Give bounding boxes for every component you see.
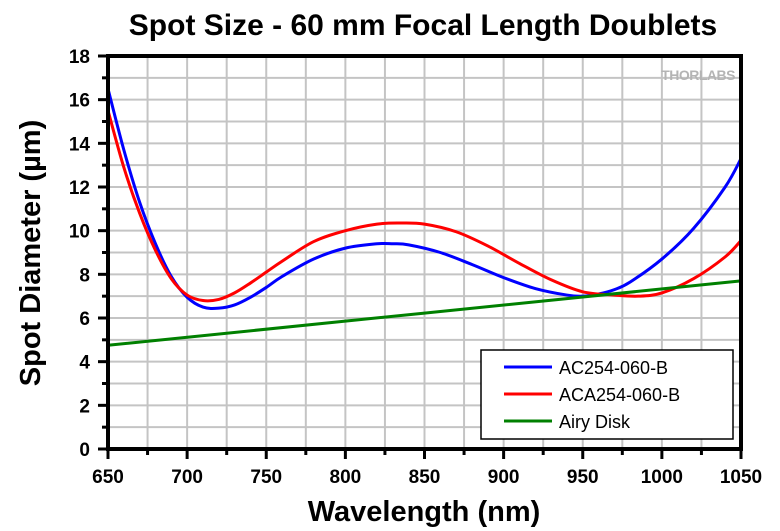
y-tick-labels: 0 2 4 6 8 10 12 14 16 18 (69, 47, 91, 461)
series-line-aca254-060-b (106, 110, 743, 303)
x-tick-label: 850 (409, 467, 441, 488)
y-tick-label: 4 (79, 353, 90, 374)
y-axis-label: Spot Diameter (µm) (15, 120, 47, 386)
x-tick-label: 650 (92, 467, 124, 488)
y-tick-label: 0 (79, 440, 90, 461)
x-tick-label: 750 (250, 467, 282, 488)
x-tick-label: 950 (567, 467, 599, 488)
y-tick-label: 8 (79, 265, 90, 286)
y-tick-label: 16 (69, 91, 90, 112)
series-lines (106, 88, 743, 347)
thorlabs-watermark: THORLABS (661, 67, 735, 83)
y-tick-label: 10 (69, 222, 90, 243)
y-tick-label: 2 (79, 396, 90, 417)
x-tick-labels: 650 700 750 800 850 900 950 1000 1050 (92, 467, 762, 488)
y-tick-label: 18 (69, 47, 90, 68)
x-tick-label: 700 (171, 467, 203, 488)
legend-label-aca254-060-b: ACA254-060-B (559, 385, 680, 405)
chart-title: Spot Size - 60 mm Focal Length Doublets (129, 9, 717, 42)
y-tick-label: 14 (69, 134, 91, 155)
legend-label-ac254-060-b: AC254-060-B (559, 358, 668, 378)
x-tick-label: 1050 (720, 467, 762, 488)
y-tick-label: 6 (79, 309, 90, 330)
y-tick-label: 12 (69, 178, 90, 199)
series-line-airy-disk (107, 279, 742, 347)
x-tick-label: 900 (488, 467, 520, 488)
x-axis-label: Wavelength (nm) (308, 496, 541, 528)
legend: AC254-060-B ACA254-060-B Airy Disk (480, 349, 734, 440)
x-tick-label: 800 (330, 467, 362, 488)
axes (98, 54, 743, 459)
x-tick-label: 1000 (641, 467, 683, 488)
legend-label-airy-disk: Airy Disk (559, 412, 631, 432)
